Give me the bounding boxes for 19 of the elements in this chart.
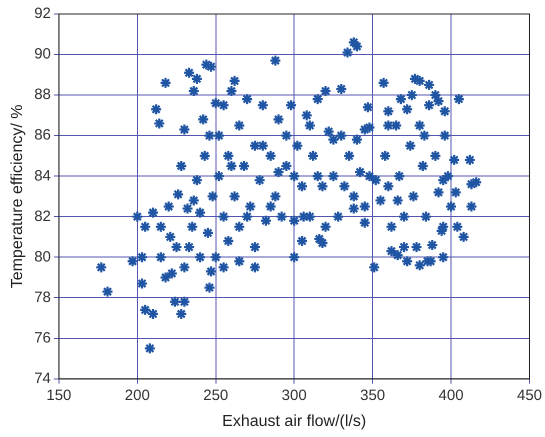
x-tick-label: 300	[282, 386, 307, 404]
y-tick-label: 78	[34, 288, 51, 306]
x-tick-label: 250	[203, 386, 228, 404]
x-tick-label: 400	[438, 386, 464, 404]
x-tick-label: 200	[124, 386, 150, 404]
x-tick-label: 450	[516, 386, 542, 404]
x-tick-label: 350	[360, 386, 386, 404]
y-tick-label: 84	[34, 167, 51, 184]
y-tick-label: 88	[34, 86, 51, 104]
y-tick-label: 74	[34, 370, 51, 387]
y-tick-label: 80	[34, 248, 51, 266]
y-tick-label: 92	[34, 5, 51, 22]
x-axis-title: Exhaust air flow/(l/s)	[222, 412, 366, 430]
x-tick-label: 150	[46, 386, 72, 404]
y-tick-label: 86	[34, 126, 51, 144]
y-tick-label: 82	[34, 208, 51, 225]
y-tick-label: 76	[34, 329, 51, 346]
y-axis-title: Temperature efficiency/ %	[9, 104, 26, 288]
y-tick-label: 90	[34, 46, 51, 63]
